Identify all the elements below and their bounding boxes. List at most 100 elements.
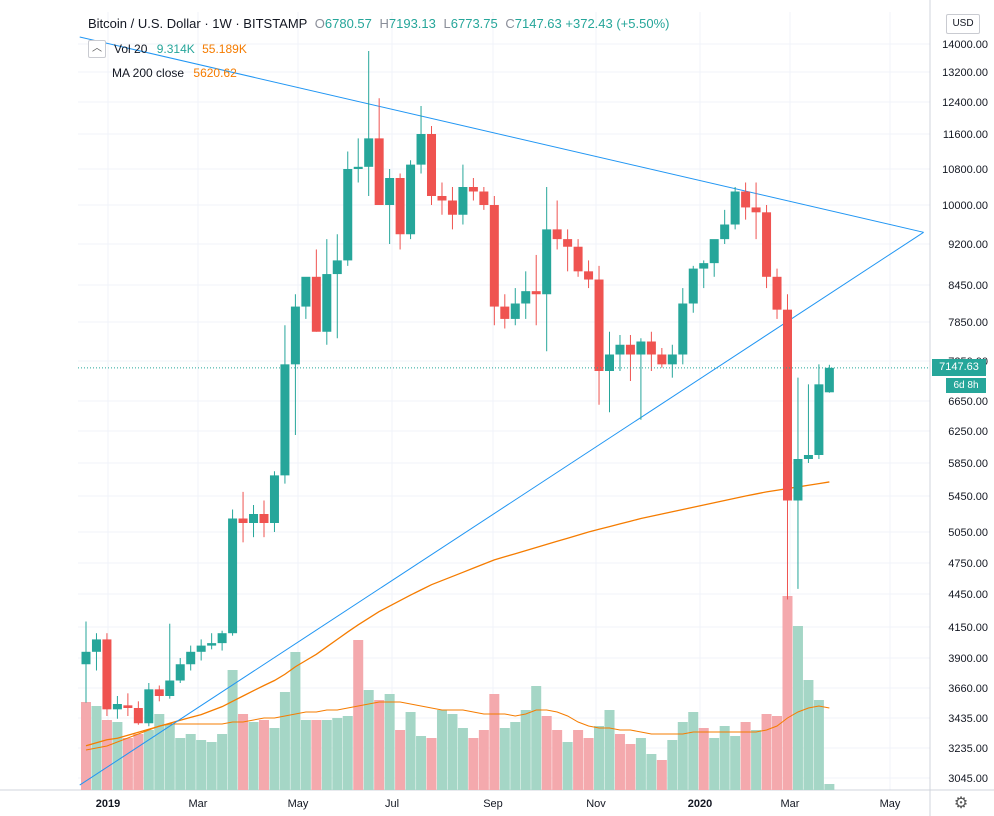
volume-bar — [175, 738, 186, 790]
volume-bar — [740, 722, 751, 790]
candle-body — [814, 384, 824, 455]
gear-icon[interactable]: ⚙ — [953, 795, 969, 812]
close-value: 7147.63 — [514, 16, 562, 31]
volume-bar — [101, 720, 112, 790]
price-tick-label: 3660.00 — [948, 683, 988, 695]
candle-body — [720, 224, 730, 240]
price-tick-label: 4450.00 — [948, 589, 988, 601]
price-tick-label: 4750.00 — [948, 558, 988, 570]
time-tick-label: May — [880, 798, 901, 810]
price-tick-label: 13200.00 — [942, 67, 988, 79]
countdown-tag: 6d 8h — [946, 378, 986, 393]
volume-bar — [374, 700, 385, 790]
volume-bar — [112, 722, 123, 790]
candle-body — [374, 138, 384, 205]
candle-body — [427, 134, 437, 196]
candle-body — [489, 205, 499, 307]
volume-bar — [625, 744, 636, 790]
volume-bar — [813, 700, 824, 790]
collapse-legend-button[interactable]: ︿ — [88, 40, 106, 58]
candle-body — [542, 229, 552, 295]
candle-body — [249, 514, 259, 523]
volume-bar — [772, 716, 783, 790]
volume-bar — [436, 710, 447, 790]
symbol-title: Bitcoin / U.S. Dollar · 1W · BITSTAMP — [88, 16, 308, 31]
candle-body — [364, 138, 374, 167]
candle-body — [322, 274, 332, 332]
volume-bar — [290, 652, 301, 790]
candle-body — [824, 367, 834, 393]
upper-trend-line — [79, 36, 924, 233]
volume-bar — [279, 692, 290, 790]
candle-body — [625, 344, 635, 355]
ma-legend-name: MA 200 close — [112, 66, 185, 80]
high-value: 7193.13 — [388, 16, 436, 31]
volume-bar — [667, 740, 678, 790]
currency-button[interactable]: USD — [946, 14, 980, 34]
volume-bar — [552, 730, 563, 790]
volume-bar — [248, 722, 259, 790]
candle-body — [741, 191, 751, 208]
volume-bar — [751, 730, 762, 790]
time-tick-label: Mar — [781, 798, 800, 810]
time-tick-label: 2020 — [688, 798, 712, 810]
volume-bar — [478, 730, 489, 790]
price-tick-label: 9200.00 — [948, 239, 988, 251]
volume-bar — [646, 754, 657, 790]
open-label: O — [314, 16, 325, 31]
candle-body — [112, 704, 122, 710]
candle-body — [762, 212, 772, 277]
volume-bar — [227, 670, 238, 790]
price-tick-label: 10000.00 — [942, 200, 988, 212]
volume-bar — [761, 714, 772, 790]
volume-bar — [154, 714, 165, 790]
candle-body — [238, 518, 248, 523]
price-tick-label: 6250.00 — [948, 426, 988, 438]
candle-body — [447, 200, 457, 215]
ma-legend: MA 200 close 5620.62 — [112, 66, 237, 80]
candle-body — [479, 191, 489, 205]
time-tick-label: Mar — [189, 798, 208, 810]
volume-bar — [468, 738, 479, 790]
volume-bar — [510, 722, 521, 790]
candle-body — [290, 306, 300, 365]
volume-bar — [656, 760, 667, 790]
ma200-line — [85, 481, 830, 747]
volume-bar — [782, 596, 793, 790]
volume-bar — [803, 680, 814, 790]
volume-bar — [185, 734, 196, 790]
candle-body — [311, 276, 321, 332]
volume-bar — [698, 728, 709, 790]
high-label: H — [379, 16, 389, 31]
candle-body — [772, 276, 782, 310]
volume-bar — [311, 720, 322, 790]
candle-body — [154, 689, 164, 696]
volume-bar — [447, 714, 458, 790]
volume-bar — [122, 738, 133, 790]
symbol-legend: Bitcoin / U.S. Dollar · 1W · BITSTAMP O6… — [88, 16, 669, 31]
low-value: 6773.75 — [450, 16, 498, 31]
volume-bar — [688, 712, 699, 790]
price-tick-label: 6650.00 — [948, 396, 988, 408]
candle-body — [437, 196, 447, 201]
candle-body — [584, 271, 594, 280]
candle-body — [678, 303, 688, 355]
candle-body — [563, 239, 573, 247]
candle-body — [751, 207, 761, 213]
volume-legend-value: 9.314K — [156, 42, 195, 56]
volume-bar — [541, 716, 552, 790]
time-tick-label: Sep — [483, 798, 503, 810]
volume-legend-name: Vol 20 — [114, 42, 148, 56]
candle-body — [385, 178, 395, 205]
volume-bar — [81, 702, 91, 790]
volume-bar — [206, 742, 217, 790]
candle-body — [521, 291, 531, 304]
candle-body — [186, 651, 196, 665]
volume-bar — [614, 734, 625, 790]
volume-bar — [562, 742, 573, 790]
volume-bar — [143, 730, 154, 790]
open-value: 6780.57 — [324, 16, 372, 31]
candle-body — [699, 263, 709, 269]
